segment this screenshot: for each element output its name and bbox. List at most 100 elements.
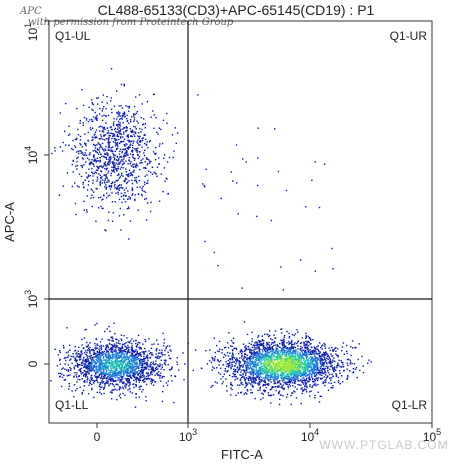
event-point [254,353,256,356]
event-point [128,159,130,161]
event-point [100,135,103,138]
event-point [83,373,86,375]
event-point [264,376,267,378]
event-point [283,336,286,339]
event-point [284,345,286,347]
event-point [121,345,123,347]
event-point [317,345,319,347]
event-point [313,346,315,348]
event-point [306,353,308,355]
event-point [78,369,80,371]
event-point [69,366,71,369]
event-point [292,359,294,361]
event-point [306,347,309,349]
event-point [101,146,103,148]
event-point [113,366,115,369]
event-point [115,368,117,370]
event-point [77,128,79,131]
event-point [265,386,267,389]
event-point [271,347,273,349]
event-point [139,354,141,356]
event-point [256,351,258,353]
event-point [321,358,323,360]
event-point [271,376,274,378]
event-point [276,382,279,384]
event-point [305,382,307,385]
event-point [116,180,118,182]
event-point [104,330,106,333]
event-point [86,354,88,357]
event-point [316,357,318,360]
event-point [131,353,133,355]
event-point [91,369,93,372]
event-point [160,173,162,175]
event-point [314,354,316,356]
scatter-points [50,68,372,408]
event-point [269,345,271,347]
event-point [251,370,253,372]
event-point [337,380,340,382]
event-point [262,369,264,371]
event-point [57,354,59,356]
event-point [105,381,107,384]
event-point [255,369,257,371]
event-point [69,369,72,371]
event-point [112,150,114,153]
event-point [96,165,98,168]
event-point [250,378,252,380]
event-point [128,375,130,377]
event-point [288,340,290,343]
event-point [262,367,265,369]
event-point [252,354,254,357]
event-point [112,124,115,127]
event-point [310,350,312,353]
event-point [108,361,111,364]
event-point [93,364,95,367]
event-point [95,347,97,349]
event-point [262,370,264,373]
event-point [299,358,301,360]
event-point [291,367,293,369]
event-point [325,352,328,354]
event-point [96,149,99,151]
event-point [280,386,282,388]
event-point [317,377,320,379]
event-point [332,368,334,370]
event-point [151,371,153,373]
event-point [238,360,240,362]
event-point [85,367,88,369]
event-point [138,396,140,398]
event-point [96,117,98,119]
event-point [280,358,282,360]
event-point [141,137,143,140]
event-point [286,367,288,370]
event-point [156,372,158,374]
event-point [226,370,228,373]
event-point [260,357,262,359]
event-point [59,351,61,354]
event-point [118,177,121,179]
event-point [64,379,67,381]
event-point [105,368,107,370]
event-point [275,352,278,355]
event-point [292,377,295,379]
event-point [323,356,325,358]
event-point [233,356,235,359]
event-point [150,361,152,364]
event-point [280,332,283,334]
event-point [91,387,93,389]
event-point [81,166,84,169]
event-point [127,379,129,381]
event-point [77,134,80,136]
event-point [108,185,110,188]
event-point [287,367,289,369]
event-point [85,375,87,377]
event-point [101,142,104,145]
event-point [89,342,91,344]
event-point [136,151,138,153]
event-point [278,369,281,372]
event-point [277,356,279,358]
event-point [321,357,323,359]
event-point [58,372,60,375]
event-point [101,352,103,355]
